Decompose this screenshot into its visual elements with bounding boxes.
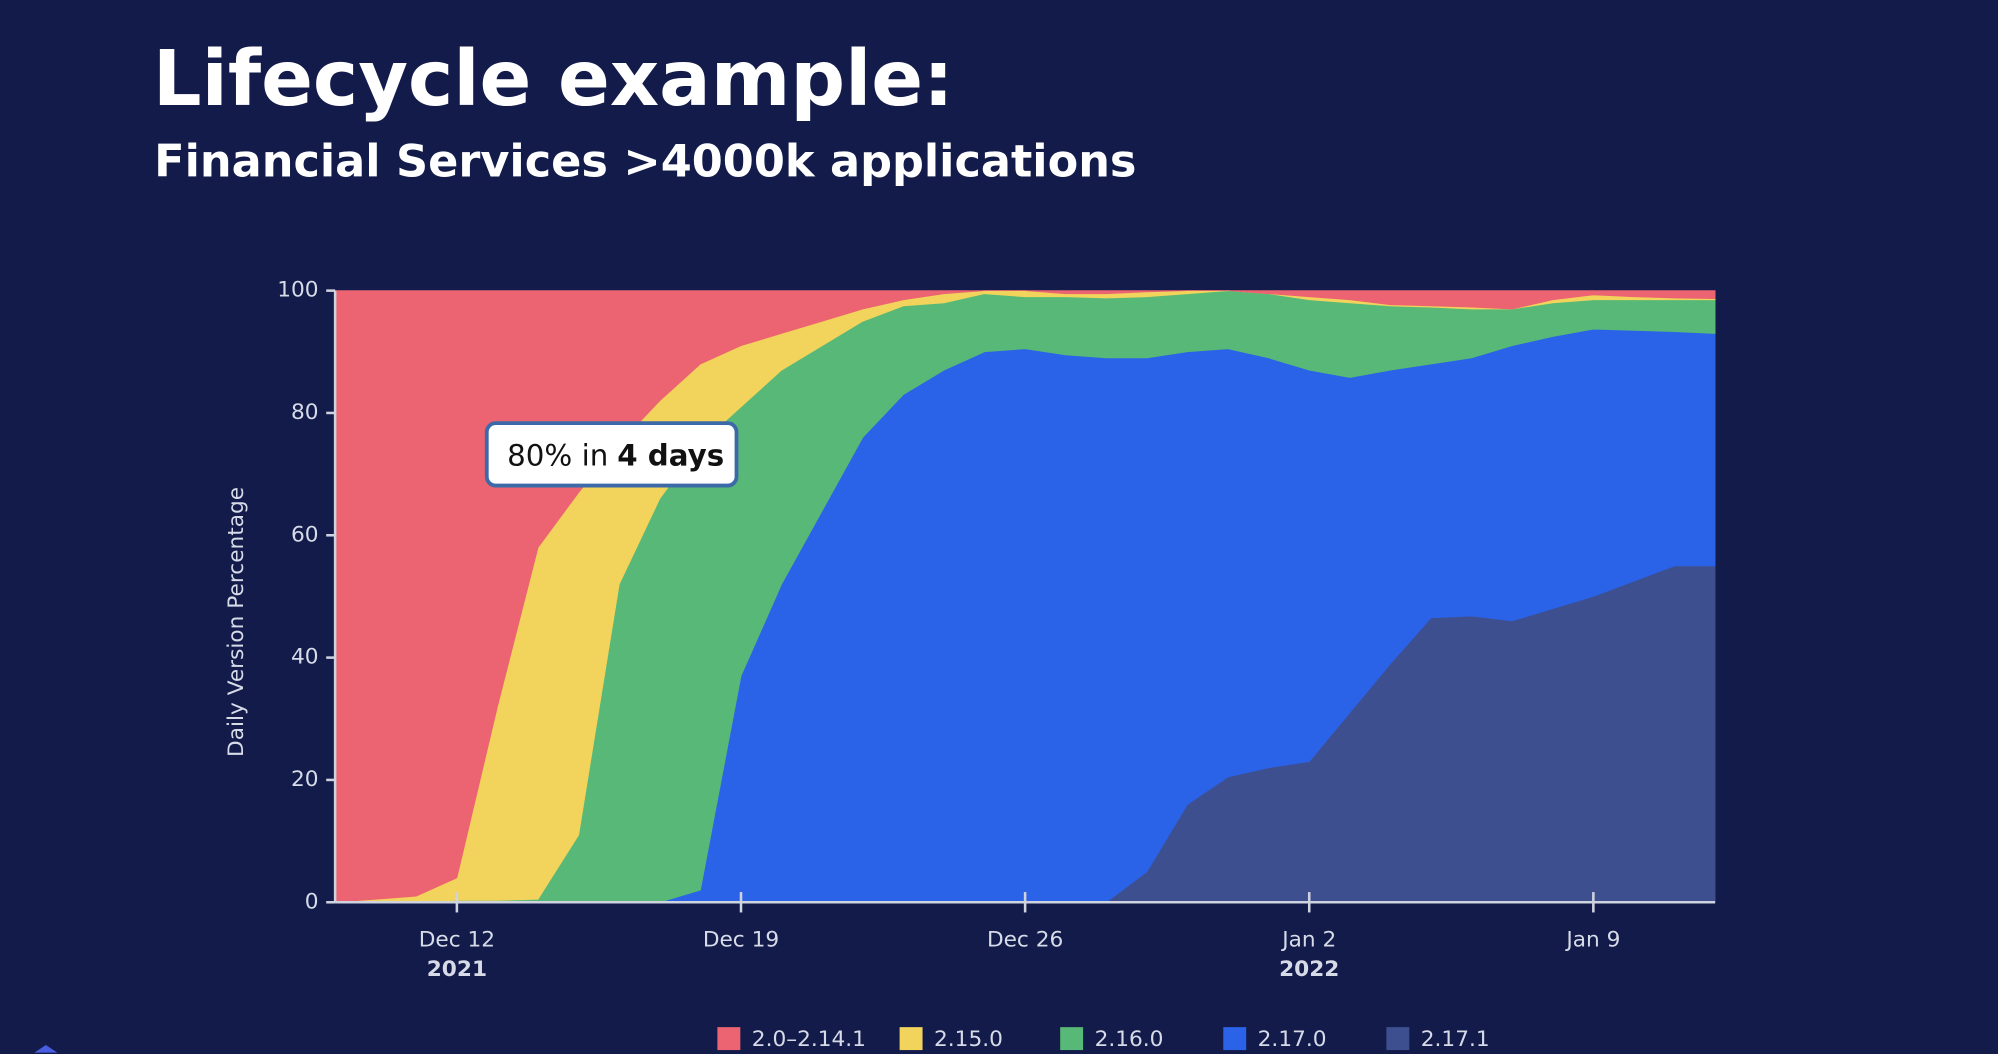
- areas: [334, 290, 1716, 903]
- x-tick-label: Dec 12: [419, 927, 495, 952]
- annotation: 80% in 4 days: [484, 421, 739, 488]
- chart-subtitle: Financial Services >4000k applications: [154, 135, 1136, 187]
- y-tick-label: 40: [291, 645, 319, 670]
- logo-mark: [34, 1044, 58, 1053]
- legend-swatch: [1386, 1027, 1410, 1051]
- x-tick-label: Jan 9: [1564, 927, 1620, 952]
- y-tick-label: 80: [291, 400, 319, 425]
- annotation-plain: 80% in: [507, 438, 608, 472]
- y-tick-label: 0: [305, 889, 319, 914]
- legend-swatch: [1223, 1027, 1247, 1051]
- x-tick-label: Dec 19: [703, 927, 779, 952]
- x-year-label: 2022: [1279, 957, 1339, 982]
- x-tick-label: Jan 2: [1280, 927, 1336, 952]
- legend-label: 2.17.0: [1258, 1027, 1327, 1052]
- y-tick-label: 20: [291, 767, 319, 792]
- legend-label: 2.16.0: [1095, 1027, 1164, 1052]
- axes: 0 20 40 60 80 100 Dec 12 Dec 19 Dec 26 Jan 2 Jan 9…: [277, 278, 1716, 982]
- legend-swatch: [717, 1027, 741, 1051]
- annotation-text: 80% in 4 days: [507, 438, 724, 472]
- area: [334, 290, 1716, 903]
- legend-swatch: [1060, 1027, 1084, 1051]
- chart-title: Lifecycle example:: [153, 35, 954, 124]
- x-tick-label: Dec 26: [987, 927, 1063, 952]
- annotation-bold: 4 days: [617, 438, 724, 472]
- legend-label: 2.15.0: [934, 1027, 1003, 1052]
- legend-label: 2.17.1: [1421, 1027, 1490, 1052]
- y-tick-label: 60: [291, 522, 319, 547]
- y-axis-label: Daily Version Percentage: [224, 487, 249, 757]
- annotation-box: [484, 421, 739, 488]
- x-year-label: 2021: [427, 957, 487, 982]
- legend: 2.0–2.14.1 2.15.0 2.16.0 2.17.0 2.17.1: [717, 1027, 1490, 1052]
- legend-label: 2.0–2.14.1: [752, 1027, 866, 1052]
- y-tick-label: 100: [277, 278, 318, 303]
- legend-swatch: [899, 1027, 923, 1051]
